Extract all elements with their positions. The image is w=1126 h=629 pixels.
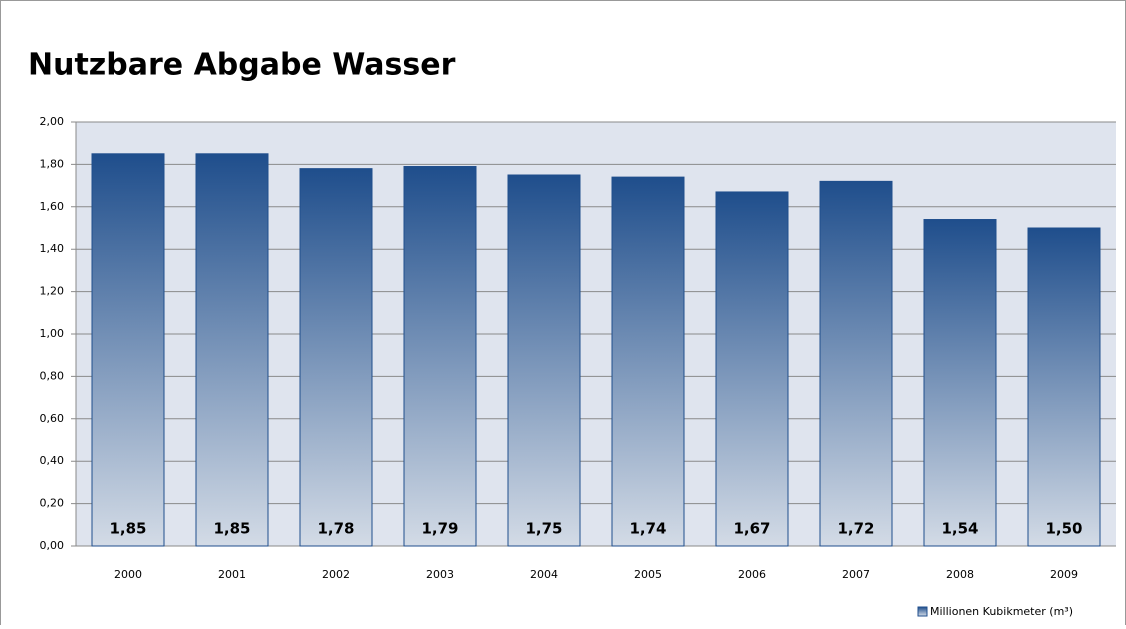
- x-tick-label: 2002: [322, 568, 350, 581]
- bar: [611, 176, 685, 547]
- bar: [299, 168, 373, 547]
- y-tick-label: 0,00: [40, 539, 65, 552]
- legend-label: Millionen Kubikmeter (m³): [930, 605, 1073, 618]
- x-tick-label: 2003: [426, 568, 454, 581]
- data-label: 1,54: [941, 520, 978, 538]
- chart-title: Nutzbare Abgabe Wasser: [28, 48, 456, 83]
- y-tick-label: 1,00: [40, 327, 65, 340]
- data-label: 1,67: [733, 520, 770, 538]
- x-tick-label: 2008: [946, 568, 974, 581]
- y-tick-label: 0,80: [40, 369, 65, 382]
- y-tick-label: 0,20: [40, 497, 65, 510]
- y-tick-label: 1,80: [40, 157, 65, 170]
- x-tick-label: 2005: [634, 568, 662, 581]
- bar: [1027, 227, 1101, 547]
- y-tick-label: 0,40: [40, 454, 65, 467]
- bar: [819, 180, 893, 547]
- data-label: 1,72: [837, 520, 874, 538]
- bar: [507, 174, 581, 547]
- x-tick-label: 2000: [114, 568, 142, 581]
- data-label: 1,50: [1045, 520, 1082, 538]
- data-label: 1,85: [213, 520, 250, 538]
- x-tick-label: 2001: [218, 568, 246, 581]
- y-tick-label: 0,60: [40, 412, 65, 425]
- data-label: 1,75: [525, 520, 562, 538]
- data-label: 1,78: [317, 520, 354, 538]
- data-label: 1,74: [629, 520, 666, 538]
- x-tick-label: 2007: [842, 568, 870, 581]
- bar: [923, 219, 997, 547]
- y-tick-label: 2,00: [40, 115, 65, 128]
- x-tick-label: 2004: [530, 568, 558, 581]
- data-label: 1,85: [109, 520, 146, 538]
- bar: [403, 166, 477, 547]
- y-tick-label: 1,20: [40, 285, 65, 298]
- bar: [91, 153, 165, 547]
- bar: [195, 153, 269, 547]
- x-tick-label: 2006: [738, 568, 766, 581]
- bar: [715, 191, 789, 547]
- y-tick-label: 1,40: [40, 242, 65, 255]
- legend-swatch: [917, 606, 928, 617]
- x-tick-label: 2009: [1050, 568, 1078, 581]
- data-label: 1,79: [421, 520, 458, 538]
- y-tick-label: 1,60: [40, 200, 65, 213]
